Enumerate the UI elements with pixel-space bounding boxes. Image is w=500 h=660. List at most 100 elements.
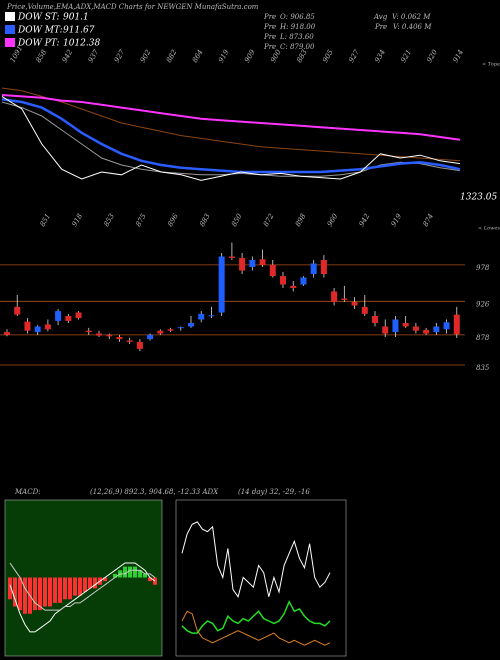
histogram-bar xyxy=(13,577,17,607)
price-label: 905 xyxy=(321,48,335,64)
candle-body xyxy=(198,313,205,320)
y-tick-label: 878 xyxy=(476,334,490,342)
price-label: 1091 xyxy=(9,45,25,64)
candle-body xyxy=(65,316,72,321)
price-label: 927 xyxy=(113,48,127,64)
legend-name: DOW ST: xyxy=(17,13,60,23)
histogram-bar xyxy=(48,577,52,607)
adx-line xyxy=(181,610,331,646)
price-label: 914 xyxy=(452,48,466,64)
candle-body xyxy=(249,260,256,267)
candle-body xyxy=(341,298,348,300)
info-text: L: 873.60 xyxy=(279,33,314,41)
candle-body xyxy=(351,302,358,306)
candle-body xyxy=(290,285,297,288)
histogram-bar xyxy=(68,577,72,600)
adx-text: (14 day) 32, -29, -16 xyxy=(238,488,310,496)
candle-body xyxy=(14,306,21,315)
price-label: 850 xyxy=(230,212,244,228)
candle-body xyxy=(372,316,378,323)
price-label: 960 xyxy=(326,212,340,228)
candle-body xyxy=(433,326,440,333)
price-label: 896 xyxy=(166,212,180,228)
info-label: Avg xyxy=(373,13,388,21)
histogram-bar xyxy=(58,577,62,603)
info-label: Pre xyxy=(263,13,276,21)
histogram-bar xyxy=(53,577,57,603)
histogram-bar xyxy=(128,566,132,578)
candle-body xyxy=(188,323,194,327)
histogram-bar xyxy=(103,577,107,582)
signal-line xyxy=(9,562,156,611)
price-label: 918 xyxy=(70,212,84,228)
candle-body xyxy=(136,341,143,349)
price-label: 883 xyxy=(198,212,212,228)
candle-body xyxy=(126,340,133,342)
legend-value: 901.1 xyxy=(63,13,89,23)
candle-body xyxy=(75,312,82,319)
candle-body xyxy=(412,326,419,331)
candle-body xyxy=(34,326,41,333)
price-label: 875 xyxy=(134,212,148,228)
candle-body xyxy=(320,260,327,274)
page-title: Price,Volume,EMA,ADX,MACD Charts for NEW… xyxy=(6,3,259,11)
price-label: 882 xyxy=(165,48,179,64)
price-label: 920 xyxy=(425,48,439,64)
macd-text: (12,26,9) 892.3, 904.68, -12.33 ADX xyxy=(90,488,219,496)
candle-body xyxy=(167,329,174,331)
candle-body xyxy=(106,334,113,337)
histogram-bar xyxy=(133,566,137,578)
price-label: 858 xyxy=(35,48,49,64)
price-label: 919 xyxy=(390,212,404,228)
candle-body xyxy=(443,322,450,330)
ema-line xyxy=(1,95,461,181)
histogram-bar xyxy=(88,577,92,589)
histogram-bar xyxy=(138,570,142,578)
macd-line xyxy=(9,562,156,633)
histogram-bar xyxy=(153,577,157,585)
ema-line xyxy=(1,94,461,141)
histogram-bar xyxy=(63,577,67,600)
info-text: H: 918.00 xyxy=(279,23,316,31)
price-label: 872 xyxy=(262,212,276,228)
histogram-bar xyxy=(148,577,152,582)
legend-name: DOW MT: xyxy=(17,26,63,36)
candle-body xyxy=(310,263,317,274)
candle-body xyxy=(228,256,235,258)
adx-panel xyxy=(175,499,347,657)
candle-body xyxy=(239,257,246,271)
legend-swatch xyxy=(5,38,15,47)
legend-name: DOW PT: xyxy=(17,39,59,49)
price-label: 902 xyxy=(139,48,153,64)
price-label: 934 xyxy=(373,48,387,64)
histogram-bar xyxy=(93,577,97,589)
histogram-bar xyxy=(113,573,117,578)
candle-body xyxy=(269,264,276,277)
histogram-bar xyxy=(18,577,22,611)
legend-swatch xyxy=(5,12,15,21)
histogram-bar xyxy=(83,577,87,592)
histogram-bar xyxy=(38,577,42,611)
candle-body xyxy=(218,256,225,313)
legend-value: 1012.38 xyxy=(63,39,100,49)
candle-body xyxy=(402,323,409,327)
histogram-bar xyxy=(78,577,82,596)
candle-body xyxy=(55,311,62,321)
info-text: C: 879.00 xyxy=(280,43,315,51)
info-label: Pre xyxy=(374,23,387,31)
candle-body xyxy=(4,332,10,335)
legend-swatch xyxy=(5,25,15,34)
y-tick-label: 835 xyxy=(476,364,490,372)
corner-label: 1323.05 xyxy=(460,193,497,203)
info-text: O: 906.85 xyxy=(280,13,315,21)
candle-body xyxy=(300,277,307,285)
price-label: 853 xyxy=(102,212,116,228)
candle-body xyxy=(96,333,102,336)
histogram-bar xyxy=(33,577,37,611)
histogram-bar xyxy=(23,577,27,614)
candle-body xyxy=(453,314,460,335)
price-label: 864 xyxy=(191,48,205,64)
info-label: Pre xyxy=(263,33,276,41)
candle-body xyxy=(24,321,31,331)
y-tick-label: 978 xyxy=(476,264,490,272)
